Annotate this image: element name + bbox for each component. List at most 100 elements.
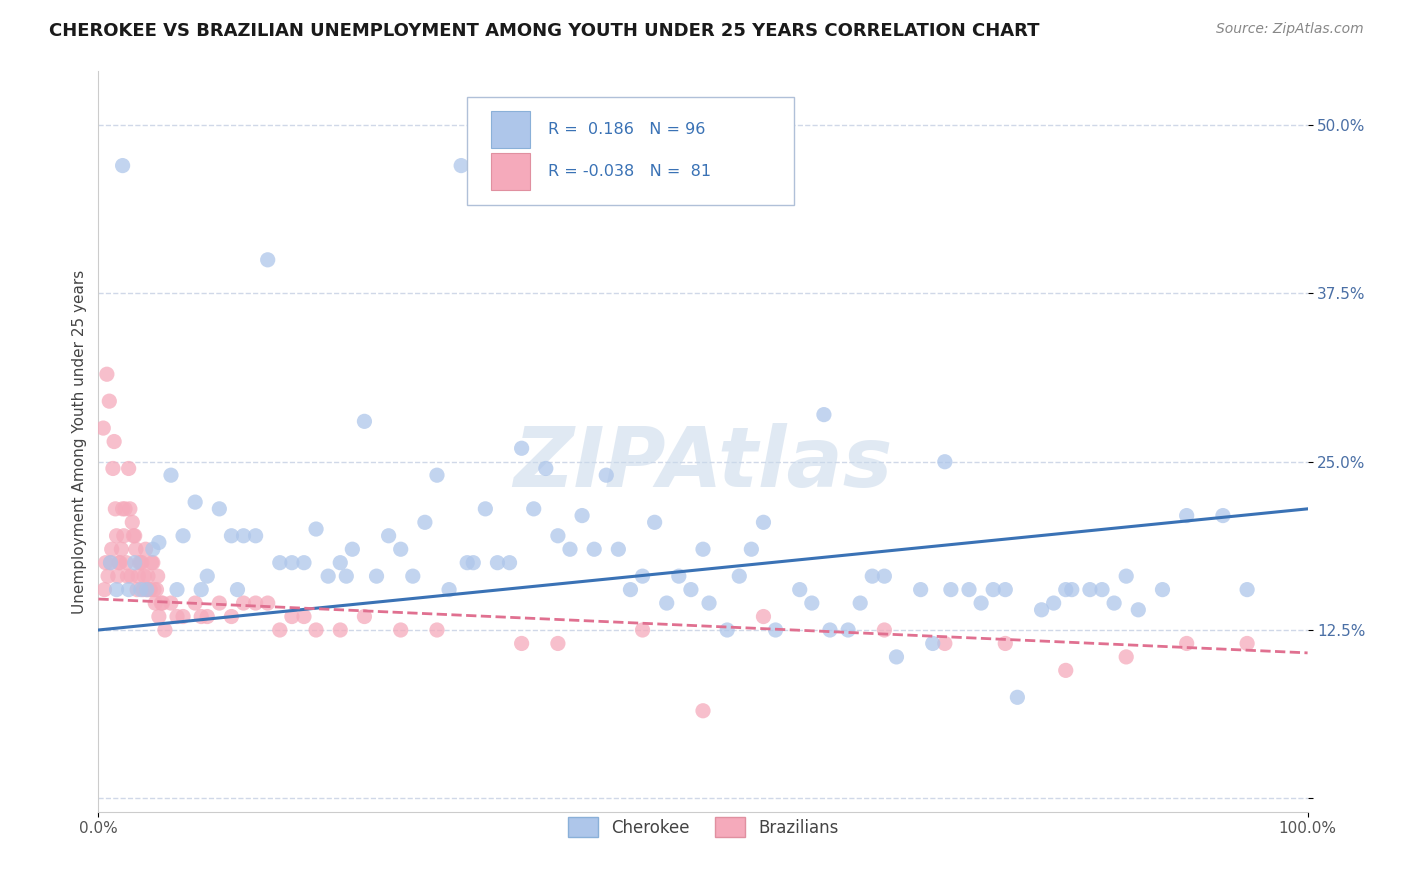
Point bbox=[1060, 582, 1083, 597]
Point bbox=[195, 569, 218, 583]
Point bbox=[134, 569, 156, 583]
Point bbox=[970, 596, 993, 610]
Point bbox=[366, 569, 388, 583]
Point bbox=[111, 501, 134, 516]
Point bbox=[111, 159, 134, 173]
Point bbox=[142, 542, 165, 557]
Point bbox=[108, 556, 131, 570]
Point bbox=[195, 609, 218, 624]
Point bbox=[607, 542, 630, 557]
Point bbox=[166, 609, 188, 624]
Point bbox=[117, 569, 139, 583]
Point bbox=[292, 556, 315, 570]
Point bbox=[426, 623, 449, 637]
Point bbox=[145, 582, 167, 597]
Point bbox=[437, 582, 460, 597]
Point bbox=[150, 596, 173, 610]
Point bbox=[256, 252, 278, 267]
Point bbox=[498, 556, 520, 570]
Point bbox=[101, 461, 124, 475]
Legend: Cherokee, Brazilians: Cherokee, Brazilians bbox=[561, 811, 845, 844]
Point bbox=[256, 596, 278, 610]
Text: R = -0.038   N =  81: R = -0.038 N = 81 bbox=[548, 164, 711, 178]
Point bbox=[208, 596, 231, 610]
Point bbox=[124, 529, 146, 543]
Point bbox=[305, 623, 328, 637]
Point bbox=[184, 495, 207, 509]
Point bbox=[389, 623, 412, 637]
Point bbox=[103, 434, 125, 449]
Point bbox=[115, 556, 138, 570]
Point bbox=[135, 582, 157, 597]
Point bbox=[1175, 508, 1198, 523]
Point bbox=[644, 516, 666, 530]
Point bbox=[939, 582, 962, 597]
Point bbox=[1115, 649, 1137, 664]
Point bbox=[353, 414, 375, 428]
Point bbox=[281, 609, 304, 624]
Point bbox=[486, 556, 509, 570]
Point bbox=[148, 535, 170, 549]
Point bbox=[232, 596, 254, 610]
Point bbox=[107, 569, 129, 583]
Point bbox=[114, 501, 136, 516]
Point bbox=[994, 636, 1017, 650]
FancyBboxPatch shape bbox=[492, 111, 530, 147]
Point bbox=[142, 556, 165, 570]
Point bbox=[135, 542, 157, 557]
Point bbox=[619, 582, 641, 597]
Point bbox=[426, 468, 449, 483]
Point bbox=[127, 569, 149, 583]
Point bbox=[1054, 664, 1077, 678]
Point bbox=[1212, 508, 1234, 523]
Point bbox=[120, 569, 142, 583]
Point bbox=[329, 556, 352, 570]
Point bbox=[160, 468, 183, 483]
Point bbox=[994, 582, 1017, 597]
Point bbox=[143, 596, 166, 610]
Point bbox=[679, 582, 702, 597]
Point bbox=[166, 582, 188, 597]
Point bbox=[138, 582, 160, 597]
Point bbox=[1007, 690, 1029, 705]
Point bbox=[1102, 596, 1125, 610]
Point bbox=[96, 368, 118, 382]
Point bbox=[910, 582, 932, 597]
Point bbox=[132, 582, 155, 597]
FancyBboxPatch shape bbox=[492, 153, 530, 190]
Point bbox=[860, 569, 883, 583]
Point bbox=[118, 501, 141, 516]
Point bbox=[269, 556, 291, 570]
Point bbox=[377, 529, 399, 543]
Point bbox=[108, 556, 131, 570]
Point bbox=[221, 609, 243, 624]
Point bbox=[91, 421, 114, 435]
Point bbox=[631, 623, 654, 637]
Point bbox=[413, 516, 436, 530]
Point bbox=[135, 582, 157, 597]
Point bbox=[789, 582, 811, 597]
Point bbox=[160, 596, 183, 610]
Point bbox=[125, 542, 148, 557]
Point bbox=[921, 636, 943, 650]
Point bbox=[110, 542, 132, 557]
Point bbox=[692, 542, 714, 557]
Point bbox=[335, 569, 357, 583]
Point bbox=[118, 582, 141, 597]
Point bbox=[131, 556, 153, 570]
Point bbox=[1078, 582, 1101, 597]
Point bbox=[316, 569, 339, 583]
Point bbox=[474, 501, 496, 516]
Point bbox=[752, 516, 775, 530]
Point bbox=[124, 556, 146, 570]
Point bbox=[136, 569, 159, 583]
Point bbox=[245, 529, 267, 543]
Point bbox=[232, 529, 254, 543]
Point bbox=[226, 582, 249, 597]
Point bbox=[104, 501, 127, 516]
Point bbox=[463, 556, 485, 570]
Y-axis label: Unemployment Among Youth under 25 years: Unemployment Among Youth under 25 years bbox=[72, 269, 87, 614]
Point bbox=[184, 596, 207, 610]
Point bbox=[728, 569, 751, 583]
Point bbox=[450, 159, 472, 173]
